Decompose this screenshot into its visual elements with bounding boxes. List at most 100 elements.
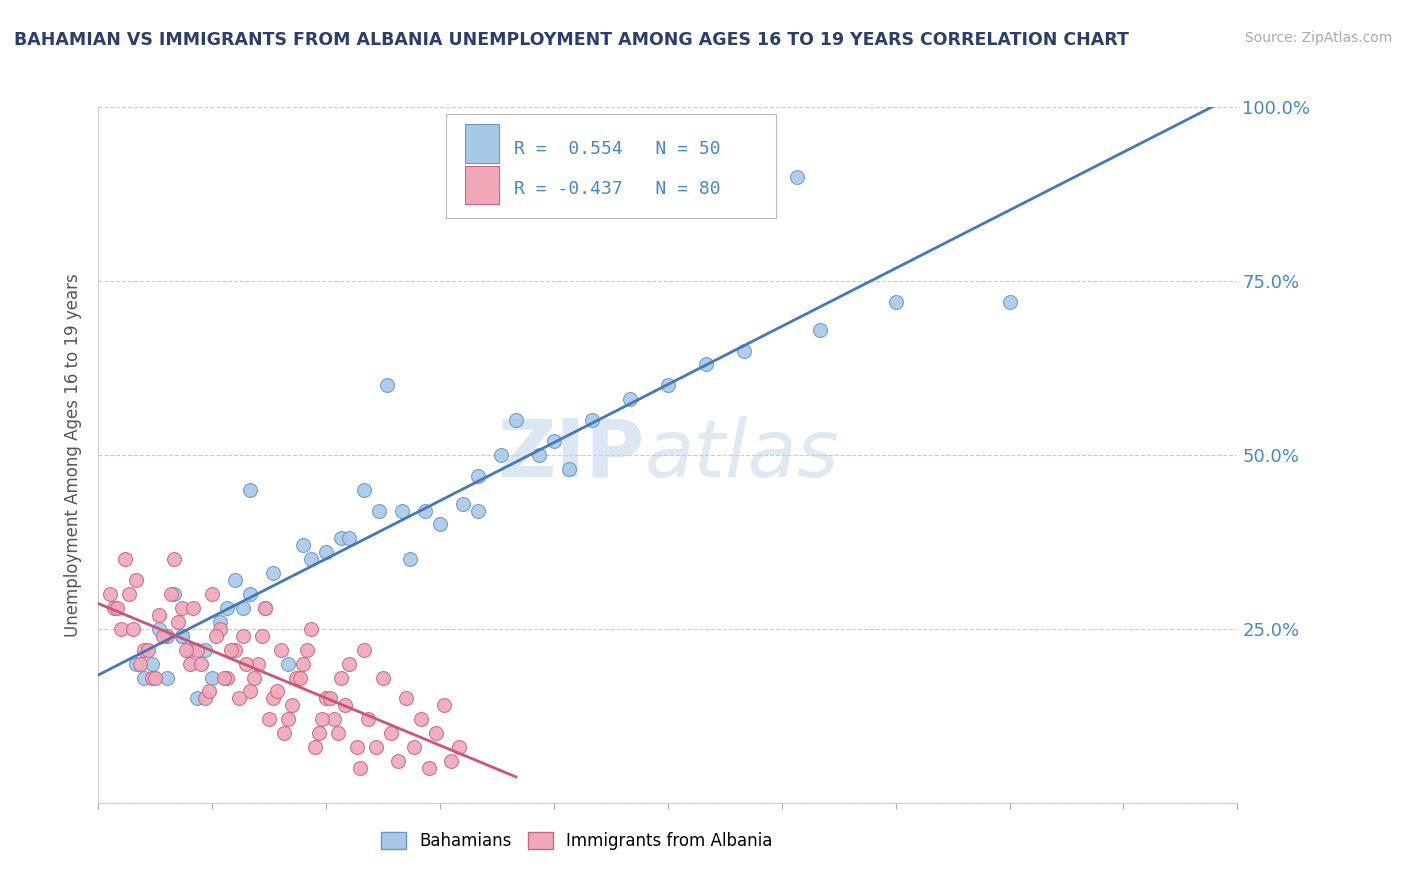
Point [387,754,409,768]
Text: R =  0.554   N = 50: R = 0.554 N = 50 [515,140,721,158]
Point [364,740,387,755]
Point [353,483,375,497]
Point [277,657,299,671]
Point [254,601,277,615]
Point [346,740,368,755]
Point [243,671,266,685]
Point [235,657,257,671]
Point [217,671,239,685]
Point [141,671,163,685]
Point [440,754,463,768]
Point [259,712,281,726]
Point [179,657,201,671]
Point [186,642,208,657]
Point [208,615,231,629]
Point [156,671,179,685]
Point [183,601,205,615]
Point [292,538,315,552]
Point [110,622,132,636]
Point [695,358,717,372]
Point [998,294,1021,309]
Point [319,691,342,706]
Point [326,726,349,740]
Point [148,622,170,636]
Point [118,587,141,601]
Point [132,671,155,685]
Point [170,629,193,643]
Text: atlas: atlas [645,416,839,494]
Point [208,622,231,636]
Point [619,392,641,407]
Point [121,622,143,636]
Point [402,740,425,755]
Point [349,761,371,775]
Point [330,671,353,685]
Point [266,684,288,698]
Point [418,761,440,775]
Point [212,671,235,685]
FancyBboxPatch shape [465,166,499,204]
Point [167,615,190,629]
Point [224,642,246,657]
Point [330,532,353,546]
Text: Source: ZipAtlas.com: Source: ZipAtlas.com [1244,31,1392,45]
FancyBboxPatch shape [465,124,499,162]
Point [299,622,322,636]
Point [505,413,527,427]
Point [136,642,159,657]
Point [299,552,322,566]
Point [163,587,186,601]
Point [114,552,136,566]
Point [489,448,512,462]
Point [152,629,174,643]
Point [141,657,163,671]
Point [186,691,208,706]
Point [170,629,193,643]
Point [284,671,307,685]
Point [132,642,155,657]
Point [224,573,246,587]
Point [107,601,129,615]
Point [884,294,907,309]
Point [179,642,201,657]
Point [125,573,148,587]
Point [217,601,239,615]
Point [375,378,398,392]
Point [288,671,311,685]
Point [201,671,224,685]
Point [190,657,212,671]
Point [657,378,679,392]
Point [353,642,375,657]
Point [808,323,831,337]
Point [398,552,420,566]
Point [156,629,179,643]
Point [232,601,254,615]
Point [357,712,380,726]
Point [425,726,447,740]
Point [429,517,451,532]
FancyBboxPatch shape [446,114,776,219]
Point [391,503,413,517]
Point [170,601,193,615]
Point [201,587,224,601]
Point [163,552,186,566]
Text: BAHAMIAN VS IMMIGRANTS FROM ALBANIA UNEMPLOYMENT AMONG AGES 16 TO 19 YEARS CORRE: BAHAMIAN VS IMMIGRANTS FROM ALBANIA UNEM… [14,31,1129,49]
Point [467,503,489,517]
Point [337,657,360,671]
Point [413,503,436,517]
Point [395,691,418,706]
Point [786,169,808,184]
Point [451,497,474,511]
Point [380,726,402,740]
Point [447,740,470,755]
Point [304,740,326,755]
Point [581,413,603,427]
Point [98,587,121,601]
Point [273,726,295,740]
Point [232,629,254,643]
Point [433,698,456,713]
Point [250,629,273,643]
Point [558,462,581,476]
Point [205,629,228,643]
Point [543,434,565,448]
